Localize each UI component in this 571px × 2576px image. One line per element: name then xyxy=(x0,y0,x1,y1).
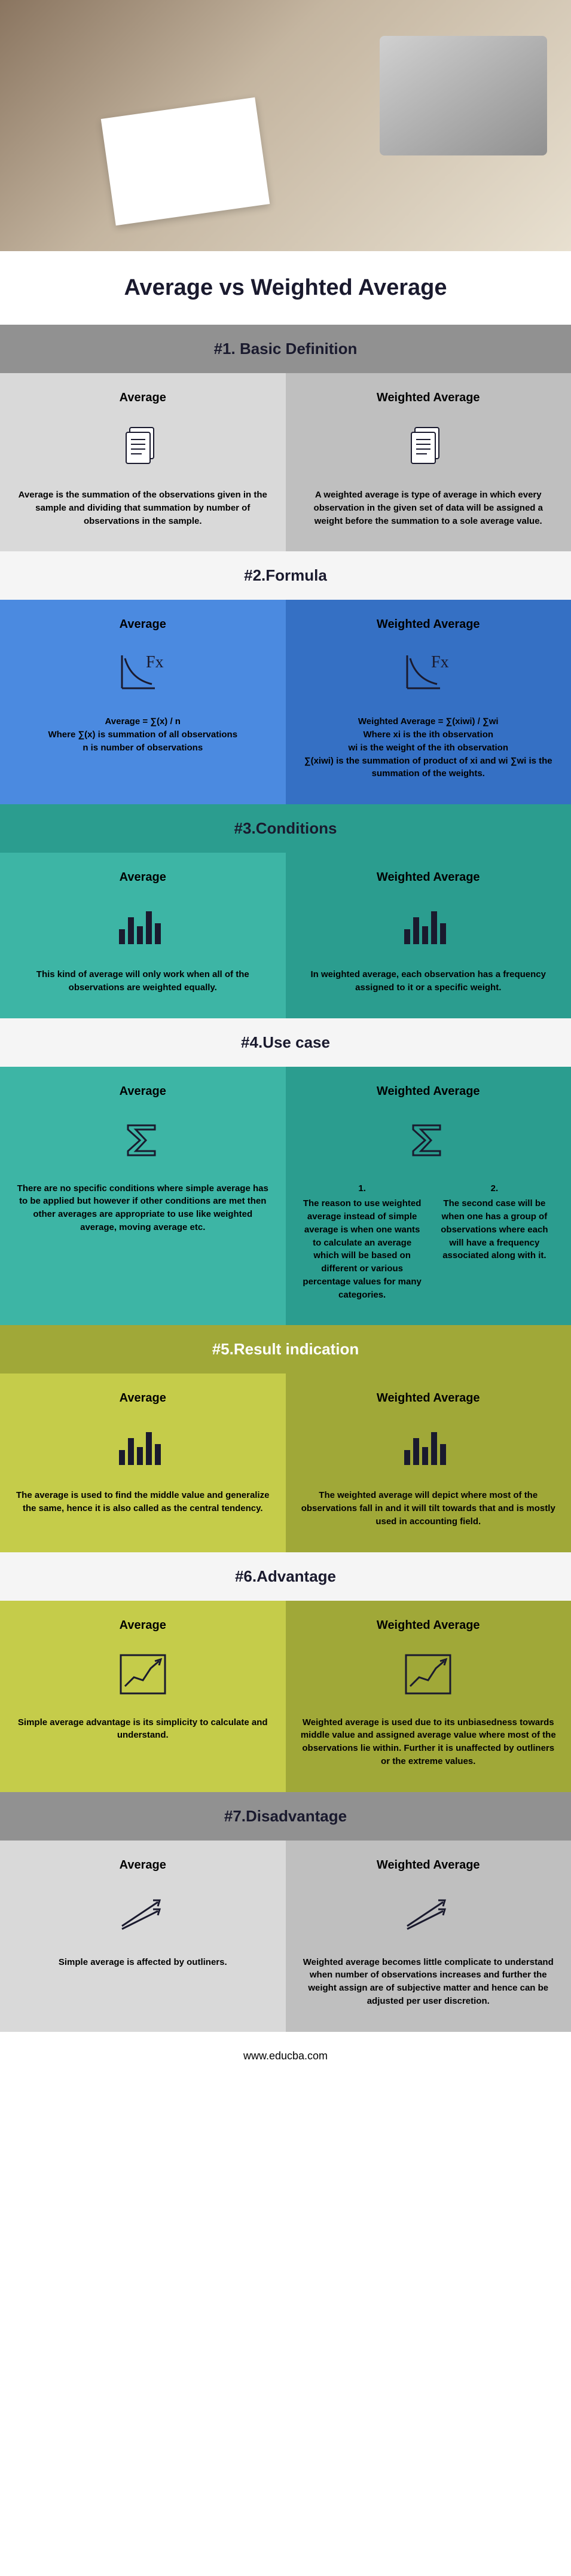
arrows-icon xyxy=(301,1884,557,1944)
section-header-5: #5.Result indication xyxy=(0,1325,571,1374)
col-title: Weighted Average xyxy=(301,1858,557,1872)
desc: The second case will be when one has a g… xyxy=(433,1197,556,1262)
bars-icon xyxy=(301,896,557,956)
desc: Weighted average becomes little complica… xyxy=(301,1956,557,2008)
subnum: 2. xyxy=(433,1182,556,1195)
svg-text:Fx: Fx xyxy=(146,653,164,672)
section-7-left: Average Simple average is affected by ou… xyxy=(0,1841,286,2032)
footer: www.educba.com xyxy=(0,2032,571,2080)
svg-text:Fx: Fx xyxy=(431,653,449,672)
title-bar: Average vs Weighted Average xyxy=(0,251,571,325)
section-1-right: Weighted Average A weighted average is t… xyxy=(286,373,571,551)
section-4-right: Weighted Average 1. The reason to use we… xyxy=(286,1067,571,1326)
section-3-right: Weighted Average In weighted average, ea… xyxy=(286,853,571,1018)
col-title: Weighted Average xyxy=(301,1085,557,1098)
col-title: Average xyxy=(15,1391,271,1405)
section-1-row: Average Average is the summation of the … xyxy=(0,373,571,551)
col-title: Weighted Average xyxy=(301,391,557,405)
desc: Weighted average is used due to its unbi… xyxy=(301,1716,557,1768)
subrow: 1. The reason to use weighted average in… xyxy=(301,1182,557,1302)
section-5-left: Average The average is used to find the … xyxy=(0,1374,286,1552)
subnum: 1. xyxy=(301,1182,424,1195)
section-2-row: Average Fx Average = ∑(x) / n Where ∑(x)… xyxy=(0,600,571,804)
desc: This kind of average will only work when… xyxy=(15,968,271,994)
col-title: Average xyxy=(15,871,271,884)
section-3-row: Average This kind of average will only w… xyxy=(0,853,571,1018)
bars-icon xyxy=(15,1417,271,1477)
section-1-left: Average Average is the summation of the … xyxy=(0,373,286,551)
page-title: Average vs Weighted Average xyxy=(12,275,559,301)
section-header-6: #6.Advantage xyxy=(0,1552,571,1601)
col-title: Weighted Average xyxy=(301,1619,557,1632)
section-header-3: #3.Conditions xyxy=(0,804,571,853)
col-title: Average xyxy=(15,1858,271,1872)
desc: A weighted average is type of average in… xyxy=(301,489,557,527)
sigma-icon xyxy=(15,1110,271,1170)
formula-icon: Fx xyxy=(15,643,271,703)
desc: Simple average advantage is its simplici… xyxy=(15,1716,271,1742)
desc: Simple average is affected by outliners. xyxy=(15,1956,271,1969)
arrows-icon xyxy=(15,1884,271,1944)
section-4-left: Average There are no specific conditions… xyxy=(0,1067,286,1326)
formula-icon: Fx xyxy=(301,643,557,703)
col-title: Average xyxy=(15,1619,271,1632)
section-header-1: #1. Basic Definition xyxy=(0,325,571,373)
section-header-4: #4.Use case xyxy=(0,1018,571,1067)
col-title: Weighted Average xyxy=(301,1391,557,1405)
desc: The weighted average will depict where m… xyxy=(301,1489,557,1528)
desc: Weighted Average = ∑(xiwi) / ∑wi Where x… xyxy=(301,715,557,780)
bars-icon xyxy=(15,896,271,956)
section-5-row: Average The average is used to find the … xyxy=(0,1374,571,1552)
desc: The average is used to find the middle v… xyxy=(15,1489,271,1515)
col-title: Average xyxy=(15,391,271,405)
col-title: Weighted Average xyxy=(301,871,557,884)
sigma-icon xyxy=(301,1110,557,1170)
desc: In weighted average, each observation ha… xyxy=(301,968,557,994)
col-title: Average xyxy=(15,1085,271,1098)
desc: There are no specific conditions where s… xyxy=(15,1182,271,1234)
section-6-left: Average Simple average advantage is its … xyxy=(0,1601,286,1792)
section-2-left: Average Fx Average = ∑(x) / n Where ∑(x)… xyxy=(0,600,286,804)
growth-chart-icon xyxy=(15,1644,271,1704)
desc: Average is the summation of the observat… xyxy=(15,489,271,527)
section-5-right: Weighted Average The weighted average wi… xyxy=(286,1374,571,1552)
hero-image xyxy=(0,0,571,251)
col-title: Weighted Average xyxy=(301,618,557,631)
section-6-row: Average Simple average advantage is its … xyxy=(0,1601,571,1792)
documents-icon xyxy=(15,417,271,477)
section-6-right: Weighted Average Weighted average is use… xyxy=(286,1601,571,1792)
desc: Average = ∑(x) / n Where ∑(x) is summati… xyxy=(15,715,271,754)
section-7-right: Weighted Average Weighted average become… xyxy=(286,1841,571,2032)
section-header-2: #2.Formula xyxy=(0,551,571,600)
section-7-row: Average Simple average is affected by ou… xyxy=(0,1841,571,2032)
bars-icon xyxy=(301,1417,557,1477)
section-header-7: #7.Disadvantage xyxy=(0,1792,571,1841)
section-3-left: Average This kind of average will only w… xyxy=(0,853,286,1018)
desc: The reason to use weighted average inste… xyxy=(301,1197,424,1301)
section-4-row: Average There are no specific conditions… xyxy=(0,1067,571,1326)
documents-icon xyxy=(301,417,557,477)
growth-chart-icon xyxy=(301,1644,557,1704)
section-2-right: Weighted Average Fx Weighted Average = ∑… xyxy=(286,600,571,804)
col-title: Average xyxy=(15,618,271,631)
